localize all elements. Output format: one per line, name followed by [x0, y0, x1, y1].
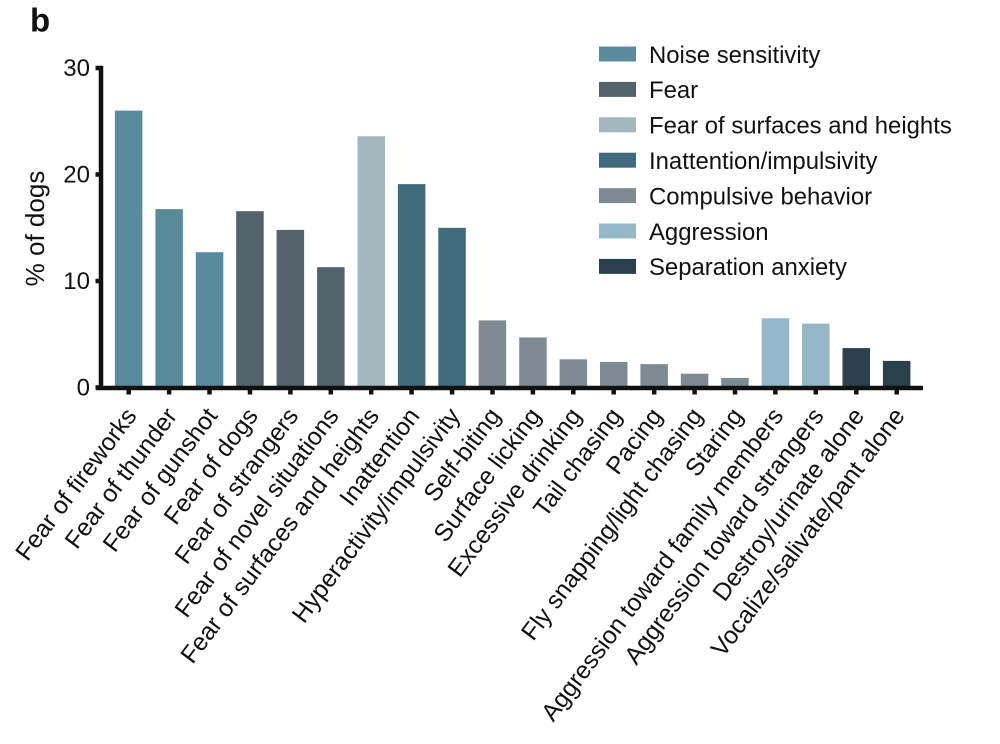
svg-text:Noise sensitivity: Noise sensitivity [649, 42, 820, 69]
svg-text:Inattention/impulsivity: Inattention/impulsivity [649, 148, 877, 175]
svg-text:Fear: Fear [649, 77, 698, 104]
svg-text:Aggression: Aggression [649, 219, 769, 246]
svg-text:20: 20 [63, 161, 90, 188]
svg-text:0: 0 [77, 374, 90, 401]
svg-text:10: 10 [63, 268, 90, 295]
svg-text:% of dogs: % of dogs [20, 171, 50, 287]
svg-text:Compulsive behavior: Compulsive behavior [649, 183, 872, 210]
svg-text:30: 30 [63, 55, 90, 82]
svg-text:Separation anxiety: Separation anxiety [649, 254, 847, 281]
svg-text:Fear of surfaces and heights: Fear of surfaces and heights [649, 113, 952, 140]
svg-text:b: b [30, 2, 50, 39]
